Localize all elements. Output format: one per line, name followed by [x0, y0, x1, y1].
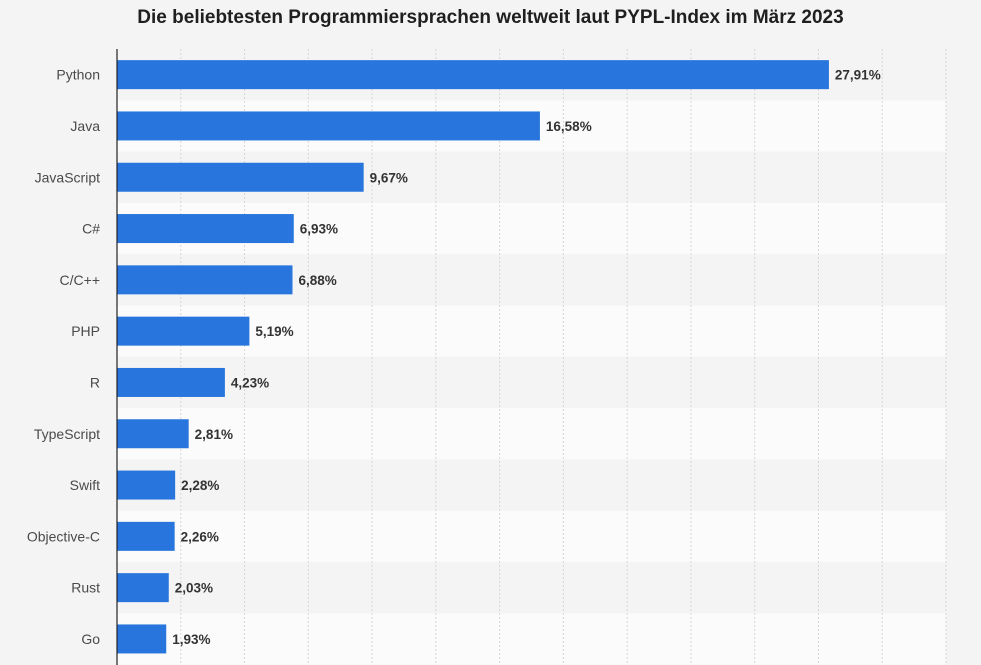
bar	[117, 624, 167, 654]
bar	[117, 162, 364, 192]
bar	[117, 111, 540, 141]
value-label: 2,03%	[175, 581, 213, 596]
chart-title: Die beliebtesten Programmiersprachen wel…	[137, 7, 844, 28]
value-label: 6,93%	[300, 222, 338, 237]
bar	[117, 367, 225, 397]
row-band	[117, 459, 946, 511]
row-band	[117, 356, 946, 409]
bar	[117, 60, 829, 90]
bar	[117, 316, 250, 346]
row-band	[117, 613, 946, 665]
value-label: 6,88%	[298, 273, 336, 288]
value-label: 27,91%	[835, 68, 881, 83]
value-label: 16,58%	[546, 119, 592, 134]
category-label: C/C++	[60, 272, 100, 288]
value-label: 2,26%	[181, 529, 219, 544]
value-label: 2,28%	[181, 478, 219, 493]
category-label: Objective-C	[27, 528, 100, 544]
category-label: C#	[82, 221, 100, 237]
category-label: JavaScript	[35, 169, 100, 185]
category-label: Go	[81, 631, 100, 647]
value-labels: 27,91% 16,58% 9,67% 6,93% 6,88% 5,19% 4,23% 2,8…	[172, 68, 880, 647]
grid-lines	[180, 49, 947, 665]
value-label: 5,19%	[255, 324, 293, 339]
row-band	[117, 562, 946, 614]
bar	[117, 573, 169, 603]
row-band	[117, 510, 946, 562]
category-label: Java	[70, 118, 100, 134]
category-label: R	[90, 374, 100, 390]
value-label: 9,67%	[370, 170, 408, 185]
category-label: Rust	[71, 580, 100, 596]
bar	[117, 265, 293, 295]
row-band	[117, 408, 946, 460]
category-label: Python	[56, 67, 100, 83]
bars	[117, 60, 829, 654]
bar	[117, 214, 294, 244]
bar	[117, 521, 175, 551]
row-bands	[117, 49, 946, 665]
bar	[117, 470, 176, 500]
category-label: PHP	[71, 323, 100, 339]
category-labels: Python Java JavaScript C# C/C++ PHP R TypeScrip…	[27, 67, 100, 647]
category-label: TypeScript	[34, 426, 100, 442]
category-label: Swift	[70, 477, 100, 493]
value-label: 4,23%	[231, 375, 269, 390]
value-label: 2,81%	[195, 427, 233, 442]
value-label: 1,93%	[172, 632, 210, 647]
bar	[117, 419, 189, 449]
row-band	[117, 305, 946, 357]
